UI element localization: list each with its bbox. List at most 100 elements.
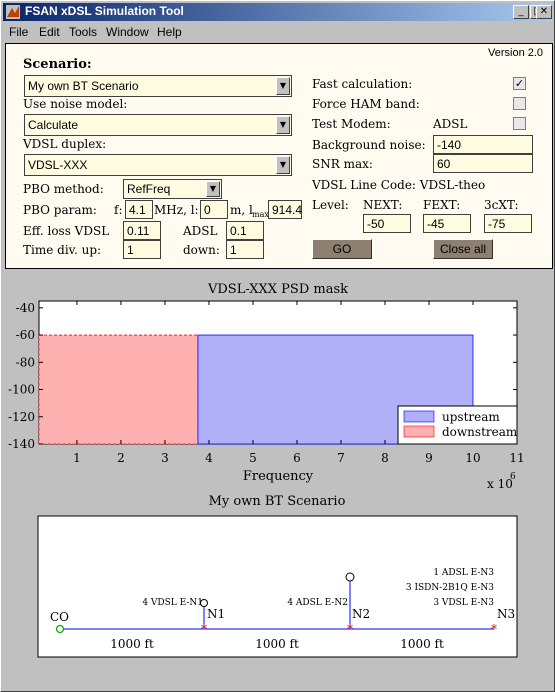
node-marker: *: [201, 622, 207, 636]
settings-panel: Version 2.0 Scenario: My own BT Scenario…: [5, 43, 553, 269]
minimize-icon[interactable]: _: [513, 5, 529, 19]
y-tick-label: -120: [8, 410, 35, 424]
x-tick-label: 11: [509, 451, 524, 465]
x-tick-label: 4: [205, 451, 213, 465]
test-modem-checkbox[interactable]: [513, 117, 526, 130]
go-button[interactable]: GO: [312, 239, 372, 259]
legend-label-upstream: upstream: [442, 410, 500, 424]
y-tick-label: -40: [16, 301, 35, 315]
terminal-n2: [345, 572, 355, 582]
scenario-topology: My own BT Scenario * * * CO N1 N2 N3 1000 ft 1000…: [37, 494, 518, 658]
x-tick-label: 10: [465, 451, 480, 465]
service-label-n1: 4 VDSL E-N1: [142, 598, 203, 608]
f-input[interactable]: 4.1: [125, 200, 153, 219]
title-bar[interactable]: FSAN xDSL Simulation Tool _ □: [3, 3, 552, 21]
scenario-select[interactable]: My own BT Scenario ▼: [24, 75, 292, 97]
segment-length: 1000 ft: [110, 637, 154, 651]
node-label-n1: N1: [207, 607, 225, 621]
chevron-down-icon[interactable]: ▼: [276, 116, 290, 134]
matlab-app-icon: [6, 5, 20, 19]
eff-loss-label: Eff. loss VDSL: [23, 224, 110, 238]
noise-model-label: Use noise model:: [23, 97, 128, 111]
close-all-button[interactable]: Close all: [433, 239, 493, 259]
time-div-label: Time div. up:: [23, 243, 102, 257]
x-tick-label: 1: [73, 451, 81, 465]
service-label-n3-isdn: 3 ISDN-2B1Q E-N3: [406, 583, 494, 593]
y-tick-label: -140: [8, 437, 35, 451]
series-downstream: [38, 334, 199, 445]
x-tick-label: 3: [161, 451, 169, 465]
pbo-method-select[interactable]: RefFreq ▼: [123, 179, 222, 199]
l-input[interactable]: 0: [200, 200, 228, 219]
chevron-down-icon[interactable]: ▼: [276, 77, 290, 95]
3cxt-input[interactable]: -75: [484, 214, 532, 233]
node-label-co: CO: [50, 610, 69, 624]
menu-window[interactable]: Window: [106, 25, 149, 39]
menu-help[interactable]: Help: [157, 25, 182, 39]
close-icon[interactable]: ✕: [536, 5, 552, 19]
psd-mask-chart: VDSL-XXX PSD mask -40 -60 -80 -100 -120 -140 1 2…: [8, 282, 525, 491]
menu-edit[interactable]: Edit: [39, 25, 60, 39]
co-node: [55, 624, 65, 634]
snr-max-label: SNR max:: [312, 157, 373, 171]
next-input[interactable]: -50: [363, 214, 411, 233]
test-modem-label: Test Modem:: [312, 117, 391, 131]
pbo-method-value: RefFreq: [127, 182, 171, 196]
y-tick-label: -60: [16, 328, 35, 342]
noise-model-value: Calculate: [28, 118, 79, 132]
lmax-input[interactable]: 914.4: [268, 200, 302, 219]
menu-bar: File Edit Tools Window Help: [3, 22, 552, 41]
x-multiplier: x 10: [487, 477, 513, 491]
y-tick-label: -100: [8, 383, 35, 397]
segment-length: 1000 ft: [400, 637, 444, 651]
eff-loss-adsl-input[interactable]: 0.1: [226, 221, 264, 240]
fext-input[interactable]: -45: [423, 214, 471, 233]
pbo-param-label: PBO param:: [23, 203, 97, 217]
node-marker: *: [347, 622, 353, 636]
3cxt-label: 3cXT:: [484, 198, 519, 212]
topology-title: My own BT Scenario: [209, 494, 346, 509]
menu-file[interactable]: File: [9, 25, 29, 39]
chevron-down-icon[interactable]: ▼: [206, 181, 220, 197]
chevron-down-icon[interactable]: ▼: [276, 156, 290, 174]
noise-model-select[interactable]: Calculate ▼: [24, 114, 292, 136]
scenario-value: My own BT Scenario: [28, 79, 139, 93]
legend-swatch-downstream: [403, 425, 435, 438]
x-tick-label: 6: [293, 451, 301, 465]
y-tick-label: -80: [16, 355, 35, 369]
f-label: f:: [114, 203, 123, 217]
max-subscript: max: [252, 210, 269, 219]
legend-label-downstream: downstream: [442, 425, 518, 439]
next-label: NEXT:: [363, 198, 403, 212]
chart-title: VDSL-XXX PSD mask: [207, 282, 348, 297]
window-title: FSAN xDSL Simulation Tool: [25, 4, 184, 18]
node-label-n2: N2: [352, 607, 370, 621]
legend-swatch-upstream: [403, 410, 435, 423]
fext-label: FEXT:: [423, 198, 461, 212]
duplex-select[interactable]: VDSL-XXX ▼: [24, 154, 292, 176]
eff-loss-vdsl-input[interactable]: 0.11: [123, 221, 161, 240]
segment-length: 1000 ft: [255, 637, 299, 651]
snr-max-input[interactable]: 60: [433, 154, 533, 173]
time-div-up-input[interactable]: 1: [123, 240, 161, 259]
ham-band-checkbox[interactable]: [513, 97, 526, 110]
line-code-label: VDSL Line Code: VDSL-theo: [312, 178, 486, 192]
service-label-n3-vdsl: 3 VDSL E-N3: [433, 598, 494, 608]
service-label-n2: 4 ADSL E-N2: [287, 598, 348, 608]
x-tick-label: 8: [381, 451, 389, 465]
down-label: down:: [183, 243, 220, 257]
x-tick-label: 5: [249, 451, 257, 465]
x-tick-label: 7: [337, 451, 345, 465]
time-div-down-input[interactable]: 1: [226, 240, 264, 259]
fast-calc-checkbox[interactable]: ✓: [513, 77, 526, 90]
version-label: Version 2.0: [488, 47, 544, 59]
x-tick-label: 9: [425, 451, 433, 465]
duplex-label: VDSL duplex:: [23, 137, 107, 151]
menu-tools[interactable]: Tools: [69, 25, 98, 39]
m-label: m, l: [230, 203, 253, 217]
bg-noise-input[interactable]: -140: [433, 135, 533, 154]
ham-band-label: Force HAM band:: [312, 97, 420, 111]
service-label-n3-adsl: 1 ADSL E-N3: [433, 568, 494, 578]
x-multiplier-exponent: 6: [510, 472, 516, 482]
